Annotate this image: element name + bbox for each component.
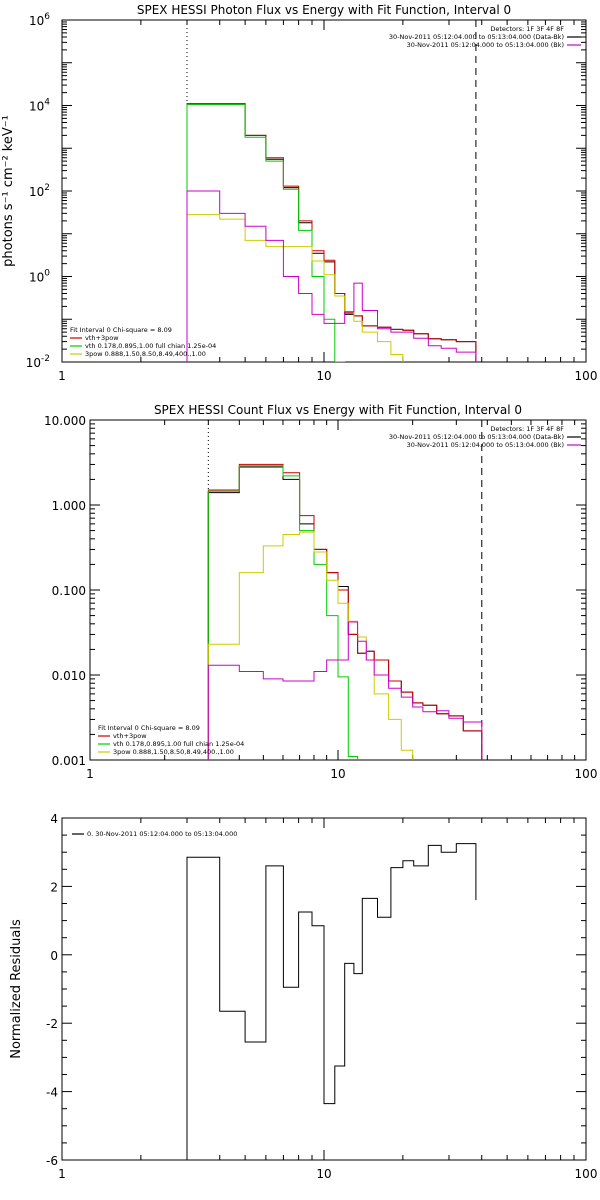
chart-title: SPEX HESSI Count Flux vs Energy with Fit… [154,403,522,417]
series-line-4 [186,190,477,362]
legend-entry: 30-Nov-2011 05:12:04.000 to 05:13:04.000… [389,433,564,441]
y-tick-label: 0 [50,949,58,963]
y-axis-label: Normalized Residuals [9,919,24,1059]
legend-entry: Detectors: 1F 3F 4F 8F [490,425,564,433]
y-tick-label: 104 [29,98,50,114]
x-tick-label: 100 [575,1167,598,1181]
x-tick-label: 10 [316,1167,331,1181]
y-tick-label: 1.000 [52,499,86,513]
y-tick-label: 10.000 [44,414,86,428]
series-line-1 [207,463,483,760]
legend-entry: 3pow 0.888,1.50,8.50,8.49,400.,1.00 [85,350,206,358]
x-tick-label: 100 [575,767,598,781]
series-line-2 [186,104,477,362]
legend-entry: vth 0.178,0.895,1.00 full chian 1.25e-04 [85,342,216,350]
y-tick-label: 0.001 [52,754,86,768]
x-tick-label: 10 [316,369,331,383]
y-tick-label: 102 [29,183,50,199]
legend-entry: 30-Nov-2011 05:12:04.000 to 05:13:04.000… [407,41,564,49]
legend-entry: Detectors: 1F 3F 4F 8F [490,25,564,33]
y-tick-label: 0.100 [52,584,86,598]
x-tick-label: 1 [58,1167,66,1181]
legend-entry: vth+3pow [113,732,147,740]
x-tick-label: 1 [58,369,66,383]
chart-title: SPEX HESSI Photon Flux vs Energy with Fi… [137,3,511,17]
y-tick-label: 4 [50,812,58,826]
y-tick-label: -4 [46,1086,58,1100]
series-line-3 [207,531,483,760]
series-line-4 [207,621,483,760]
series-line-3 [186,214,477,362]
legend-entry: Fit Interval 0 Chi-square = 8.09 [98,724,200,732]
legend-entry: Fit Interval 0 Chi-square = 8.09 [70,326,172,334]
series-line-2 [207,465,483,760]
legend-entry: 30-Nov-2011 05:12:04.000 to 05:13:04.000… [407,441,564,449]
series-line-0 [207,466,483,760]
legend-entry: 0. 30-Nov-2011 05:12:04.000 to 05:13:04.… [87,830,237,838]
legend-entry: vth+3pow [85,334,119,342]
legend-entry: 3pow 0.888,1.50,8.50,8.49,400.,1.00 [113,748,234,756]
series-line-0 [186,843,477,1160]
legend-entry: vth 0.178,0.895,1.00 full chian 1.25e-04 [113,740,244,748]
x-tick-label: 100 [575,369,598,383]
y-tick-label: 106 [29,12,50,28]
y-tick-label: -2 [46,1017,58,1031]
legend-entry: 30-Nov-2011 05:12:04.000 to 05:13:04.000… [389,33,564,41]
y-tick-label: 100 [29,269,50,285]
y-tick-label: 0.010 [52,669,86,683]
x-tick-label: 1 [86,767,94,781]
y-tick-label: 10-2 [26,354,50,370]
y-tick-label: 2 [50,880,58,894]
y-axis-label: photons s⁻¹ cm⁻² keV⁻¹ [1,115,16,267]
x-tick-label: 10 [330,767,345,781]
y-tick-label: -6 [46,1154,58,1168]
